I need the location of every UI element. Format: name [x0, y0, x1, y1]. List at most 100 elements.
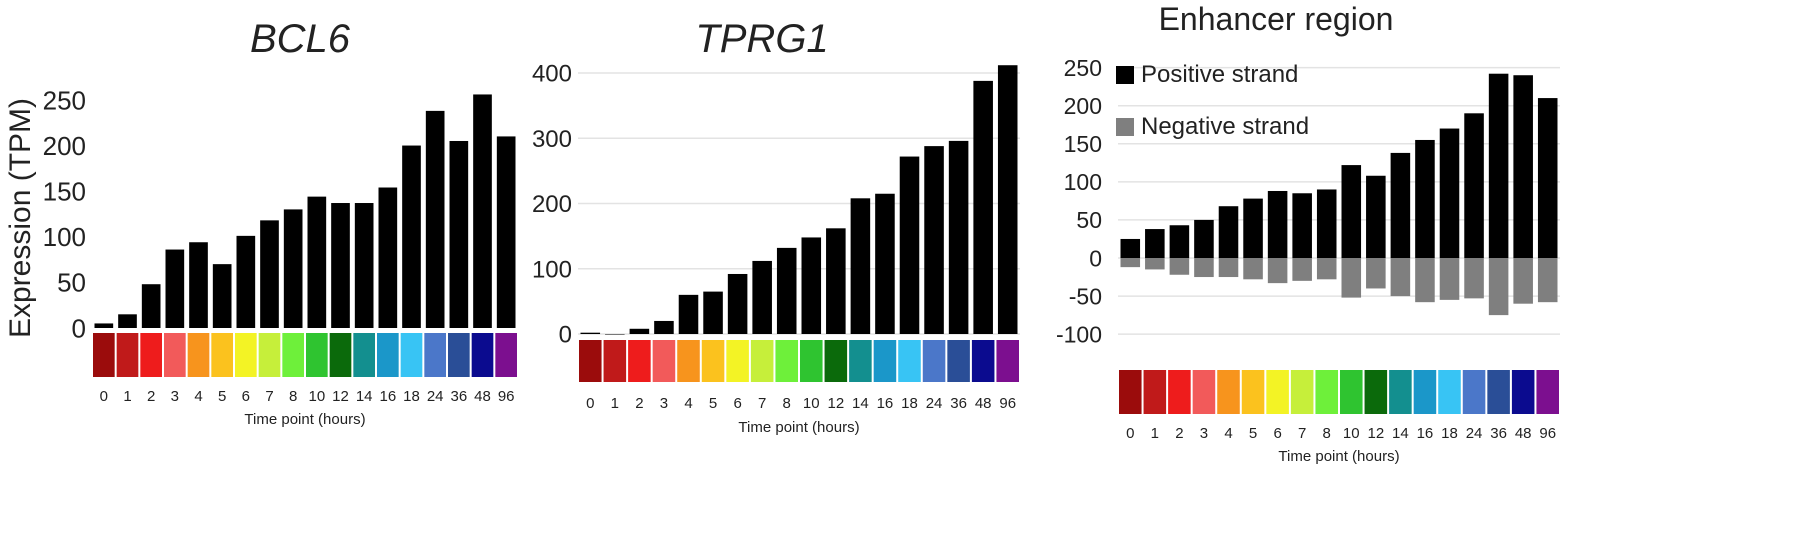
bar-36: [449, 140, 469, 328]
x-tick-label: 36: [950, 395, 967, 412]
timepoint-color-swatch: [1168, 370, 1191, 414]
bar-2: [629, 328, 650, 334]
bar-5: [212, 264, 232, 328]
x-tick-label: 2: [1175, 425, 1183, 442]
y-tick-label: -50: [1069, 283, 1102, 309]
x-tick-label: 10: [1343, 425, 1360, 442]
x-tick-label: 3: [660, 395, 668, 412]
y-tick-label: 150: [43, 177, 86, 207]
bar-5: [1243, 198, 1263, 258]
x-tick-label: 14: [356, 388, 373, 405]
bar-6: [1267, 190, 1288, 258]
bar-96: [1537, 98, 1558, 258]
timepoint-color-swatch: [1290, 370, 1314, 414]
timepoint-color-swatch: [1315, 370, 1338, 414]
bar-5: [703, 291, 723, 334]
x-axis-label: Time point (hours): [738, 419, 859, 436]
negative-bar-1: [1145, 258, 1165, 270]
x-tick-label: 6: [733, 395, 741, 412]
x-tick-label: 16: [379, 388, 396, 405]
negative-bar-12: [1366, 258, 1386, 289]
timepoint-color-swatch: [400, 333, 423, 377]
timepoint-color-swatch: [898, 340, 921, 382]
x-tick-label: 3: [1200, 425, 1208, 442]
x-tick-label: 0: [586, 395, 594, 412]
bar-10: [801, 237, 822, 334]
timepoint-color-swatch: [677, 340, 700, 382]
y-tick-label: 0: [559, 322, 572, 349]
bar-4: [189, 242, 208, 328]
x-tick-label: 24: [926, 395, 943, 412]
x-tick-label: 6: [242, 388, 250, 405]
y-tick-label: 100: [532, 256, 572, 283]
bar-0: [1120, 238, 1141, 258]
bar-3: [654, 320, 674, 334]
x-tick-label: 0: [100, 388, 108, 405]
timepoint-color-swatch: [211, 333, 233, 377]
x-tick-label: 24: [427, 388, 444, 405]
timepoint-color-swatch: [1438, 370, 1461, 414]
bar-8: [1316, 189, 1337, 258]
negative-bar-18: [1439, 258, 1460, 300]
legend-swatch: [1116, 66, 1134, 84]
timepoint-color-swatch: [282, 333, 304, 377]
bar-36: [948, 140, 969, 334]
x-tick-label: 10: [308, 388, 325, 405]
x-tick-label: 8: [1323, 425, 1331, 442]
negative-bar-8: [1316, 258, 1337, 280]
y-tick-label: 250: [1064, 55, 1102, 81]
x-tick-label: 12: [332, 388, 349, 405]
chart-title: BCL6: [250, 17, 351, 61]
bar-3: [1194, 219, 1214, 258]
x-tick-label: 7: [1298, 425, 1306, 442]
negative-bar-0: [1120, 258, 1141, 268]
x-tick-label: 7: [758, 395, 766, 412]
negative-bar-24: [1464, 258, 1484, 299]
timepoint-color-swatch: [947, 340, 970, 382]
timepoint-color-swatch: [258, 333, 281, 377]
timepoint-color-swatch: [824, 340, 848, 382]
timepoint-color-swatch: [495, 333, 517, 377]
timepoint-color-swatch: [93, 333, 115, 377]
timepoint-color-swatch: [306, 333, 328, 377]
bar-4: [1218, 206, 1239, 258]
timepoint-color-swatch: [1389, 370, 1412, 414]
timepoint-color-swatch: [377, 333, 399, 377]
negative-bar-16: [1415, 258, 1435, 303]
bar-1: [605, 334, 625, 335]
timepoint-color-swatch: [1192, 370, 1216, 414]
x-tick-label: 4: [194, 388, 202, 405]
timepoint-color-swatch: [140, 333, 162, 377]
bar-3: [165, 249, 185, 328]
bar-18: [1439, 128, 1460, 258]
x-tick-label: 4: [1224, 425, 1232, 442]
x-tick-label: 6: [1273, 425, 1281, 442]
x-tick-label: 7: [265, 388, 273, 405]
bar-24: [1464, 113, 1484, 258]
timepoint-color-swatch: [873, 340, 897, 382]
y-tick-label: 400: [532, 61, 572, 88]
x-tick-label: 18: [901, 395, 918, 412]
bar-1: [118, 314, 137, 328]
timepoint-color-swatch: [1511, 370, 1535, 414]
legend-label: Negative strand: [1141, 113, 1309, 140]
negative-bar-10: [1341, 258, 1362, 298]
y-tick-label: 0: [1089, 245, 1102, 271]
chart-title: TPRG1: [695, 17, 828, 61]
bar-12: [1366, 175, 1386, 258]
bar-2: [141, 284, 161, 328]
timepoint-color-swatch: [1266, 370, 1289, 414]
x-tick-label: 5: [1249, 425, 1257, 442]
y-tick-label: 200: [43, 131, 86, 161]
negative-bar-4: [1218, 258, 1239, 278]
bar-24: [924, 146, 944, 334]
negative-bar-7: [1292, 258, 1312, 281]
x-tick-label: 16: [1417, 425, 1434, 442]
x-tick-label: 24: [1466, 425, 1483, 442]
x-tick-label: 2: [147, 388, 155, 405]
timepoint-color-swatch: [1143, 370, 1167, 414]
x-tick-label: 2: [635, 395, 643, 412]
negative-bar-96: [1537, 258, 1558, 303]
